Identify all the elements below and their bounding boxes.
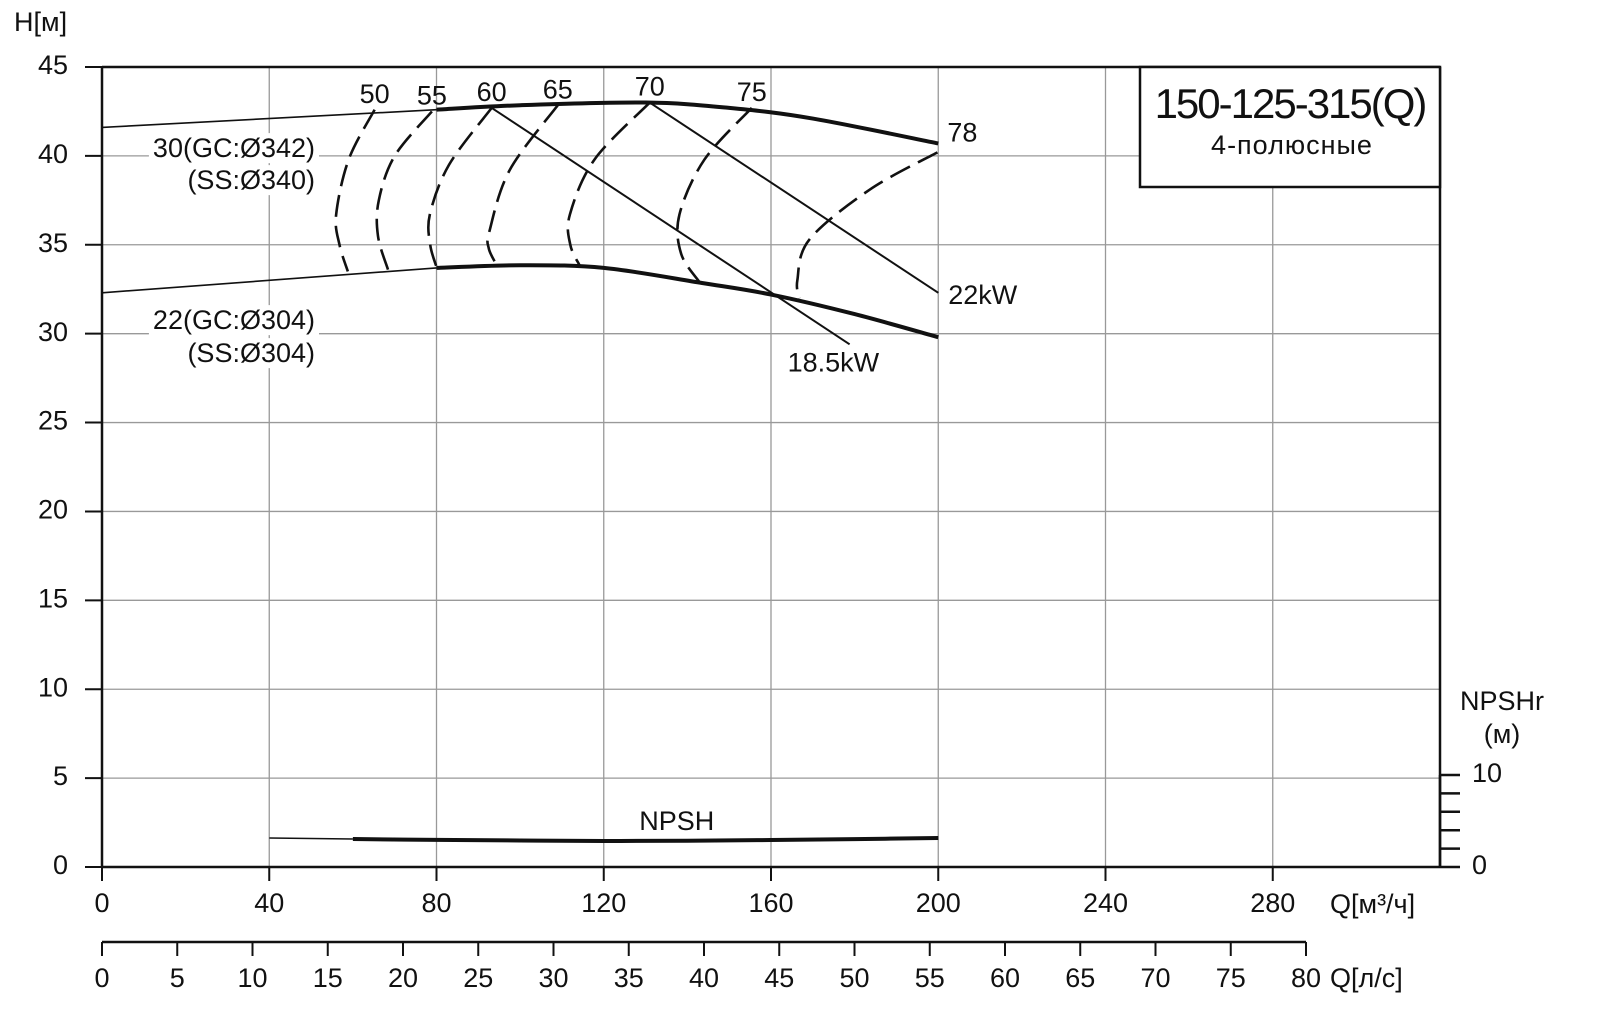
label-background bbox=[148, 305, 319, 336]
head-curve bbox=[101, 108, 437, 129]
efficiency-label: 60 bbox=[477, 77, 507, 107]
y-tick-label: 5 bbox=[53, 761, 68, 791]
x-tick-label: 80 bbox=[421, 888, 451, 918]
npsh-curve bbox=[269, 837, 353, 840]
x-axis-label: Q[м³/ч] bbox=[1330, 889, 1415, 919]
y-tick-label: 10 bbox=[38, 672, 68, 702]
y-tick-label: 15 bbox=[38, 583, 68, 613]
x2-tick-label: 5 bbox=[170, 963, 185, 993]
x-tick-label: 240 bbox=[1083, 888, 1128, 918]
x-tick-label: 120 bbox=[581, 888, 626, 918]
efficiency-curve bbox=[375, 110, 433, 271]
x-tick-label: 0 bbox=[94, 888, 109, 918]
efficiency-curve bbox=[486, 104, 559, 266]
y-tick-label: 30 bbox=[38, 317, 68, 347]
y-tick-label: 0 bbox=[53, 850, 68, 880]
x2-tick-label: 70 bbox=[1140, 963, 1170, 993]
head-curve bbox=[436, 263, 939, 340]
head-curve-label: (SS:Ø340) bbox=[187, 165, 315, 195]
npsh-curve bbox=[352, 836, 939, 843]
efficiency-label: 75 bbox=[737, 77, 767, 107]
efficiency-curve bbox=[426, 107, 493, 268]
x2-tick-label: 0 bbox=[94, 963, 109, 993]
y-axis-label: H[м] bbox=[14, 7, 67, 37]
head-curve-label: (SS:Ø304) bbox=[187, 338, 315, 368]
efficiency-label: 55 bbox=[417, 81, 447, 111]
x2-tick-label: 60 bbox=[990, 963, 1020, 993]
y2-axis-label: NPSHr bbox=[1460, 686, 1544, 716]
x-tick-label: 160 bbox=[748, 888, 793, 918]
x2-tick-label: 75 bbox=[1216, 963, 1246, 993]
y-tick-label: 35 bbox=[38, 228, 68, 258]
x2-tick-label: 45 bbox=[764, 963, 794, 993]
x2-tick-label: 65 bbox=[1065, 963, 1095, 993]
head-curve-label: 30(GC:Ø342) bbox=[153, 133, 315, 163]
head-curve-label: 22(GC:Ø304) bbox=[153, 305, 315, 335]
power-line bbox=[491, 107, 851, 346]
npsh-label: NPSH bbox=[639, 806, 714, 836]
head-curve bbox=[436, 100, 939, 146]
head-curve bbox=[101, 267, 437, 294]
efficiency-curve bbox=[566, 101, 651, 266]
power-label: 18.5kW bbox=[788, 347, 880, 377]
x2-tick-label: 35 bbox=[614, 963, 644, 993]
y-tick-label: 20 bbox=[38, 495, 68, 525]
x-tick-label: 200 bbox=[916, 888, 961, 918]
labels: 30(GC:Ø342)(SS:Ø340) 22(GC:Ø304)(SS:Ø304)… bbox=[148, 72, 1018, 836]
label-background bbox=[183, 338, 319, 369]
x2-tick-label: 40 bbox=[689, 963, 719, 993]
efficiency-curve bbox=[334, 109, 376, 272]
y-tick-label: 25 bbox=[38, 406, 68, 436]
efficiency-label: 65 bbox=[543, 74, 573, 104]
power-line bbox=[649, 101, 939, 294]
x2-tick-label: 30 bbox=[538, 963, 568, 993]
efficiency-label: 50 bbox=[360, 79, 390, 109]
label-background bbox=[148, 133, 319, 164]
curves bbox=[101, 100, 939, 843]
chart-title: 150-125-315(Q) bbox=[1155, 80, 1426, 127]
x2-axis-label: Q[л/с] bbox=[1330, 963, 1403, 993]
y-tick-label: 40 bbox=[38, 139, 68, 169]
x2-tick-label: 50 bbox=[839, 963, 869, 993]
label-background bbox=[183, 165, 319, 196]
y2-axis-label: (м) bbox=[1484, 719, 1521, 749]
x-tick-label: 280 bbox=[1250, 888, 1295, 918]
efficiency-label: 78 bbox=[947, 117, 977, 147]
chart-subtitle: 4-полюсные bbox=[1211, 130, 1373, 160]
y2-tick-label: 10 bbox=[1472, 758, 1502, 788]
power-label: 22kW bbox=[948, 280, 1018, 310]
y2-tick-label: 0 bbox=[1472, 850, 1487, 880]
x-tick-label: 40 bbox=[254, 888, 284, 918]
title-box bbox=[1138, 65, 1442, 189]
y-tick-label: 45 bbox=[38, 50, 68, 80]
efficiency-curve bbox=[676, 107, 753, 283]
x2-tick-label: 20 bbox=[388, 963, 418, 993]
x2-tick-label: 10 bbox=[237, 963, 267, 993]
efficiency-label: 70 bbox=[635, 72, 665, 102]
x2-tick-label: 55 bbox=[915, 963, 945, 993]
efficiency-curve bbox=[795, 151, 939, 299]
x2-tick-label: 80 bbox=[1291, 963, 1321, 993]
x2-tick-label: 15 bbox=[313, 963, 343, 993]
x2-tick-label: 25 bbox=[463, 963, 493, 993]
